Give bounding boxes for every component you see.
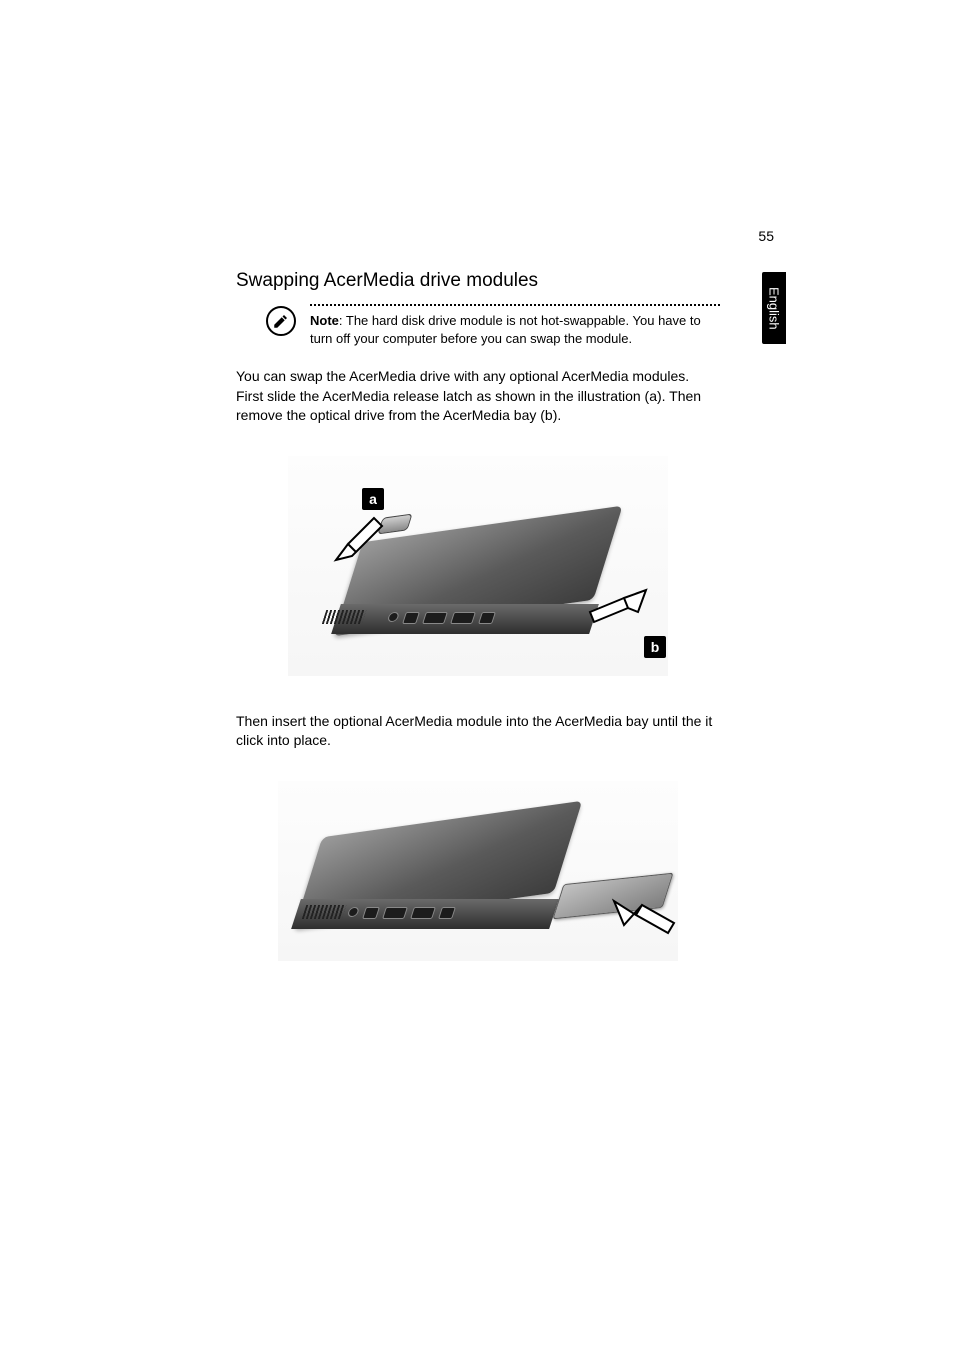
insert-arrow-icon — [606, 891, 676, 947]
note-text: Note: The hard disk drive module is not … — [310, 312, 720, 347]
port-icon — [402, 612, 420, 624]
note-text-block: Note: The hard disk drive module is not … — [310, 304, 720, 347]
arrow-a-icon — [328, 508, 388, 568]
port-icon — [362, 907, 380, 919]
label-a-badge: a — [362, 488, 384, 510]
laptop-ports — [386, 612, 496, 624]
vent-slots — [302, 905, 347, 919]
figure-1-image: a b — [288, 456, 668, 676]
figure-2 — [236, 781, 720, 961]
paragraph-2: Then insert the optional AcerMedia modul… — [236, 712, 720, 751]
port-icon — [387, 612, 400, 622]
note-block: Note: The hard disk drive module is not … — [266, 304, 720, 347]
port-icon — [382, 907, 408, 919]
label-b-badge: b — [644, 636, 666, 658]
arrow-b-icon — [584, 584, 654, 634]
vent-slots — [322, 610, 367, 624]
note-body: : The hard disk drive module is not hot-… — [310, 313, 701, 346]
language-tab: English — [762, 272, 786, 344]
port-icon — [410, 907, 436, 919]
laptop-ports — [346, 907, 456, 919]
port-icon — [450, 612, 476, 624]
paragraph-1: You can swap the AcerMedia drive with an… — [236, 367, 720, 426]
port-icon — [422, 612, 448, 624]
note-icon — [266, 306, 296, 336]
port-icon — [347, 907, 360, 917]
figure-1: a b — [236, 456, 720, 676]
dotted-divider — [310, 304, 720, 306]
section-heading: Swapping AcerMedia drive modules — [236, 270, 720, 292]
page-number: 55 — [758, 228, 774, 244]
note-label: Note — [310, 313, 339, 328]
pencil-icon — [272, 312, 290, 330]
page-content: Swapping AcerMedia drive modules Note: T… — [236, 270, 720, 997]
figure-2-image — [278, 781, 678, 961]
